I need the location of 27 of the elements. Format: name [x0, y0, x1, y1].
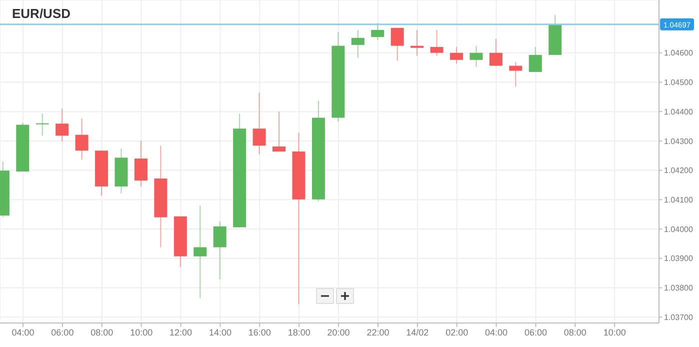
x-tick-label: 18:00 — [288, 327, 310, 338]
x-tick-label: 22:00 — [366, 327, 390, 338]
x-tick-label: 02:00 — [446, 327, 468, 338]
y-tick-label: 1.03900 — [664, 254, 694, 264]
y-tick-label: 1.04000 — [664, 224, 694, 234]
x-tick-label: 08:00 — [90, 327, 114, 338]
x-tick-label: 16:00 — [248, 327, 271, 338]
y-tick-label: 1.04300 — [664, 136, 694, 146]
x-tick-label: 12:00 — [170, 327, 192, 338]
y-tick-label: 1.03800 — [664, 284, 694, 293]
x-tick-label: 04:00 — [485, 327, 508, 338]
x-tick-label: 14:00 — [208, 327, 232, 338]
y-tick-label: 1.03700 — [664, 312, 694, 322]
x-tick-label: 20:00 — [327, 327, 350, 338]
text: EUR/USD — [12, 6, 71, 21]
x-tick-label: 08:00 — [564, 327, 586, 338]
x-tick-label: 06:00 — [524, 327, 548, 338]
y-tick-label: 1.04100 — [664, 196, 694, 205]
y-tick-label: 1.04200 — [664, 166, 694, 176]
x-tick-label: 04:00 — [12, 327, 34, 338]
x-tick-label: 14/02 — [406, 327, 429, 338]
x-tick-label: 10:00 — [130, 327, 153, 338]
x-tick-label: 06:00 — [51, 327, 74, 338]
y-tick-label: 1.04600 — [664, 48, 694, 58]
y-tick-label: 1.04400 — [664, 107, 694, 116]
y-tick-label: 1.04500 — [664, 78, 694, 88]
x-tick-label: 10:00 — [603, 327, 626, 338]
